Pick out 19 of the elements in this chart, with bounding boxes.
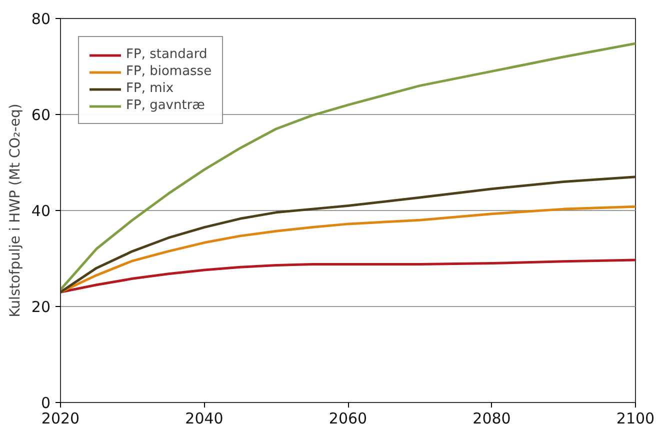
line-series (60, 176, 636, 294)
x-tick-label: 2040 (185, 410, 224, 428)
y-axis-title: Kulstofpulje i HWP (Mt CO₂-eq) (7, 104, 24, 318)
y-tick-label: 60 (31, 106, 51, 124)
y-tick-label: 80 (31, 10, 51, 28)
line-series (60, 258, 636, 294)
legend-label: FP, biomasse (126, 64, 212, 79)
y-tick-label: 40 (31, 202, 51, 220)
line-series (60, 205, 636, 294)
x-tick-label: 2080 (472, 410, 511, 428)
x-tick-label: 2060 (328, 410, 368, 428)
legend-label: FP, gavntræ (126, 98, 205, 113)
y-tick-label: 20 (31, 298, 51, 316)
legend-label: FP, mix (126, 81, 174, 96)
y-tick-label: 0 (40, 394, 51, 412)
legend-label: FP, standard (126, 47, 208, 62)
line-series (60, 42, 636, 291)
x-tick-label: 2020 (41, 410, 80, 428)
x-tick-label: 2100 (616, 410, 655, 428)
